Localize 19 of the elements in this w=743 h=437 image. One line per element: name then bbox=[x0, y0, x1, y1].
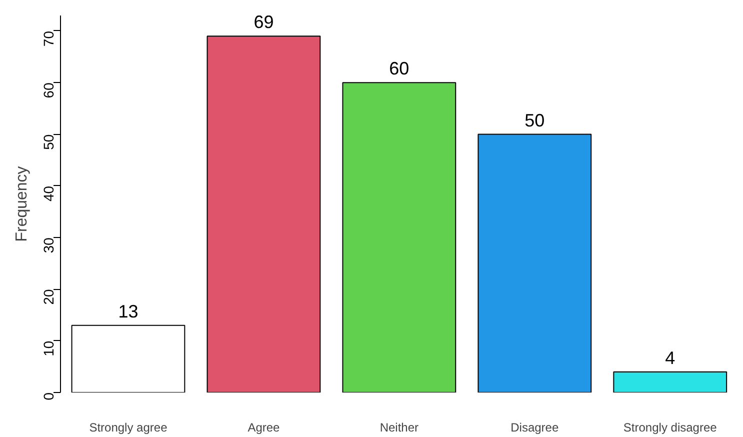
y-tick-label: 10 bbox=[40, 340, 56, 356]
y-axis-title: Frequency bbox=[14, 166, 30, 242]
y-tick-label: 20 bbox=[40, 289, 56, 305]
data-label: 50 bbox=[524, 110, 545, 130]
y-tick-label: 30 bbox=[40, 237, 56, 254]
data-label: 13 bbox=[118, 301, 138, 322]
y-tick-label: 50 bbox=[40, 134, 56, 150]
x-tick-label: Neither bbox=[380, 420, 419, 434]
x-tick-label: Disagree bbox=[510, 420, 559, 434]
x-tick-label: Strongly disagree bbox=[623, 420, 718, 434]
y-tick-label: 0 bbox=[40, 392, 56, 400]
x-tick-label: Strongly agree bbox=[89, 420, 168, 434]
data-label: 69 bbox=[254, 12, 274, 32]
data-label: 4 bbox=[665, 348, 676, 368]
x-tick-label: Agree bbox=[248, 420, 280, 434]
data-label: 60 bbox=[389, 58, 410, 79]
y-tick-label: 40 bbox=[40, 186, 56, 202]
y-tick-label: 70 bbox=[40, 30, 56, 47]
y-tick-label: 60 bbox=[40, 82, 56, 98]
